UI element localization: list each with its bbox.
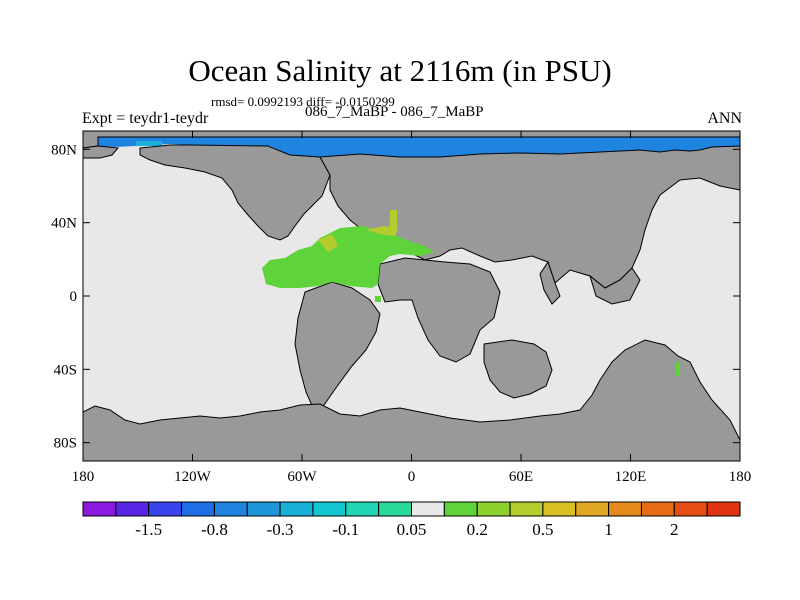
period-label: 086_7_MaBP - 086_7_MaBP bbox=[305, 104, 484, 120]
statistics-label: rmsd= 0.0992193 diff= -0.0150299 bbox=[211, 94, 395, 109]
colorbar-swatch bbox=[181, 501, 215, 517]
map-title: Ocean Salinity at 2116m (in PSU) bbox=[188, 53, 612, 88]
colorbar-swatch bbox=[542, 501, 577, 517]
colorbar-swatch bbox=[608, 501, 642, 517]
colorbar-label: 0.05 bbox=[397, 520, 427, 539]
colorbar-swatch bbox=[443, 501, 478, 517]
x-tick-label: 60W bbox=[287, 469, 317, 485]
tethys-anomaly bbox=[262, 226, 434, 288]
colorbar-swatch bbox=[509, 501, 544, 517]
colorbar-swatch bbox=[115, 501, 150, 517]
colorbar-swatch bbox=[706, 501, 741, 517]
x-axis: 180 120W 60W 0 60E 120E 180 bbox=[72, 131, 752, 485]
colorbar-swatch bbox=[575, 501, 610, 517]
x-tick-label: 180 bbox=[729, 469, 752, 485]
y-tick-label: 80N bbox=[51, 142, 77, 158]
colorbar-label: -0.8 bbox=[201, 520, 228, 539]
colorbar-swatch bbox=[312, 501, 347, 517]
colorbar-label: 2 bbox=[670, 520, 679, 539]
season-label: ANN bbox=[707, 110, 742, 127]
x-tick-label: 120W bbox=[174, 469, 212, 485]
arctic-anomaly bbox=[98, 137, 740, 157]
experiment-label: Expt = teydr1-teydr bbox=[82, 110, 209, 127]
colorbar-label: -1.5 bbox=[135, 520, 162, 539]
colorbar-label: 1 bbox=[604, 520, 613, 539]
colorbar-swatch bbox=[411, 501, 445, 517]
x-tick-label: 60E bbox=[509, 469, 533, 485]
y-tick-label: 40N bbox=[51, 216, 77, 232]
colorbar-swatch bbox=[279, 501, 314, 517]
y-tick-label: 40S bbox=[54, 362, 77, 378]
y-axis: 80N 40N 0 40S 80S bbox=[51, 142, 740, 452]
x-tick-label: 120E bbox=[615, 469, 647, 485]
colorbar-swatch bbox=[476, 501, 511, 517]
map-panel bbox=[82, 130, 741, 462]
colorbar-label: 0.2 bbox=[467, 520, 488, 539]
colorbar-swatch bbox=[82, 501, 117, 517]
colorbar-label: -0.1 bbox=[332, 520, 359, 539]
x-tick-label: 180 bbox=[72, 469, 95, 485]
colorbar-swatch bbox=[345, 501, 380, 517]
tethys-yellow-anomaly bbox=[318, 210, 398, 252]
y-tick-label: 80S bbox=[54, 436, 77, 452]
colorbar-swatch bbox=[640, 501, 675, 517]
x-tick-label: 0 bbox=[408, 469, 416, 485]
arctic-shelf-anomaly bbox=[136, 141, 162, 146]
colorbar-label: 0.5 bbox=[532, 520, 553, 539]
colorbar-label: -0.3 bbox=[267, 520, 294, 539]
colorbar: -1.5 -0.8 -0.3 -0.1 0.05 0.2 0.5 1 2 bbox=[82, 501, 741, 539]
y-tick-label: 0 bbox=[70, 289, 78, 305]
colorbar-swatch bbox=[148, 501, 183, 517]
colorbar-swatch bbox=[213, 501, 248, 517]
colorbar-swatch bbox=[673, 501, 708, 517]
colorbar-swatch bbox=[378, 501, 412, 517]
colorbar-swatch bbox=[246, 501, 281, 517]
